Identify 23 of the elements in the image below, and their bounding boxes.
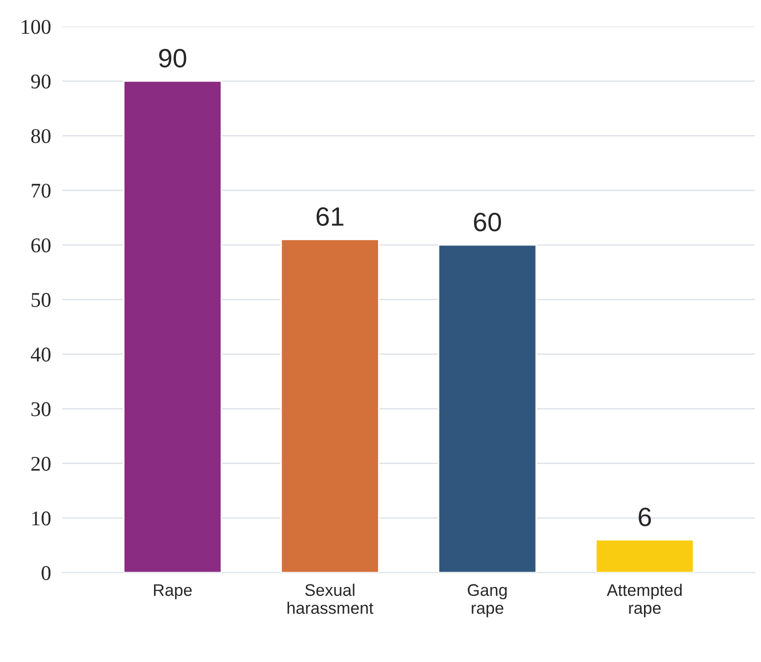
data-label: 6 xyxy=(638,508,651,526)
y-tick-label: 70 xyxy=(32,184,50,198)
y-tick-label: 20 xyxy=(31,456,50,471)
y-tick-label: 100 xyxy=(22,20,50,34)
x-tick-label: Gang rape xyxy=(468,584,507,618)
x-tick-label: Rape xyxy=(154,584,192,600)
data-label: 90 xyxy=(159,48,186,68)
y-tick-label: 30 xyxy=(31,402,50,416)
data-label: 60 xyxy=(474,212,501,232)
y-tick-label: 80 xyxy=(31,129,50,144)
data-label: 61 xyxy=(316,207,344,226)
y-tick-label: 50 xyxy=(32,292,50,307)
x-tick-label: Attempted rape xyxy=(606,584,682,618)
bar xyxy=(595,539,694,573)
y-tick-label: 0 xyxy=(42,566,50,580)
y-tick-label: 90 xyxy=(31,74,50,89)
bar xyxy=(123,80,222,573)
bar xyxy=(438,244,537,573)
y-tick-label: 10 xyxy=(32,511,50,526)
y-tick-label: 60 xyxy=(31,238,50,252)
x-tick-label: Sexual harassment xyxy=(288,584,374,614)
y-tick-label: 40 xyxy=(30,348,50,362)
bar xyxy=(280,238,380,573)
